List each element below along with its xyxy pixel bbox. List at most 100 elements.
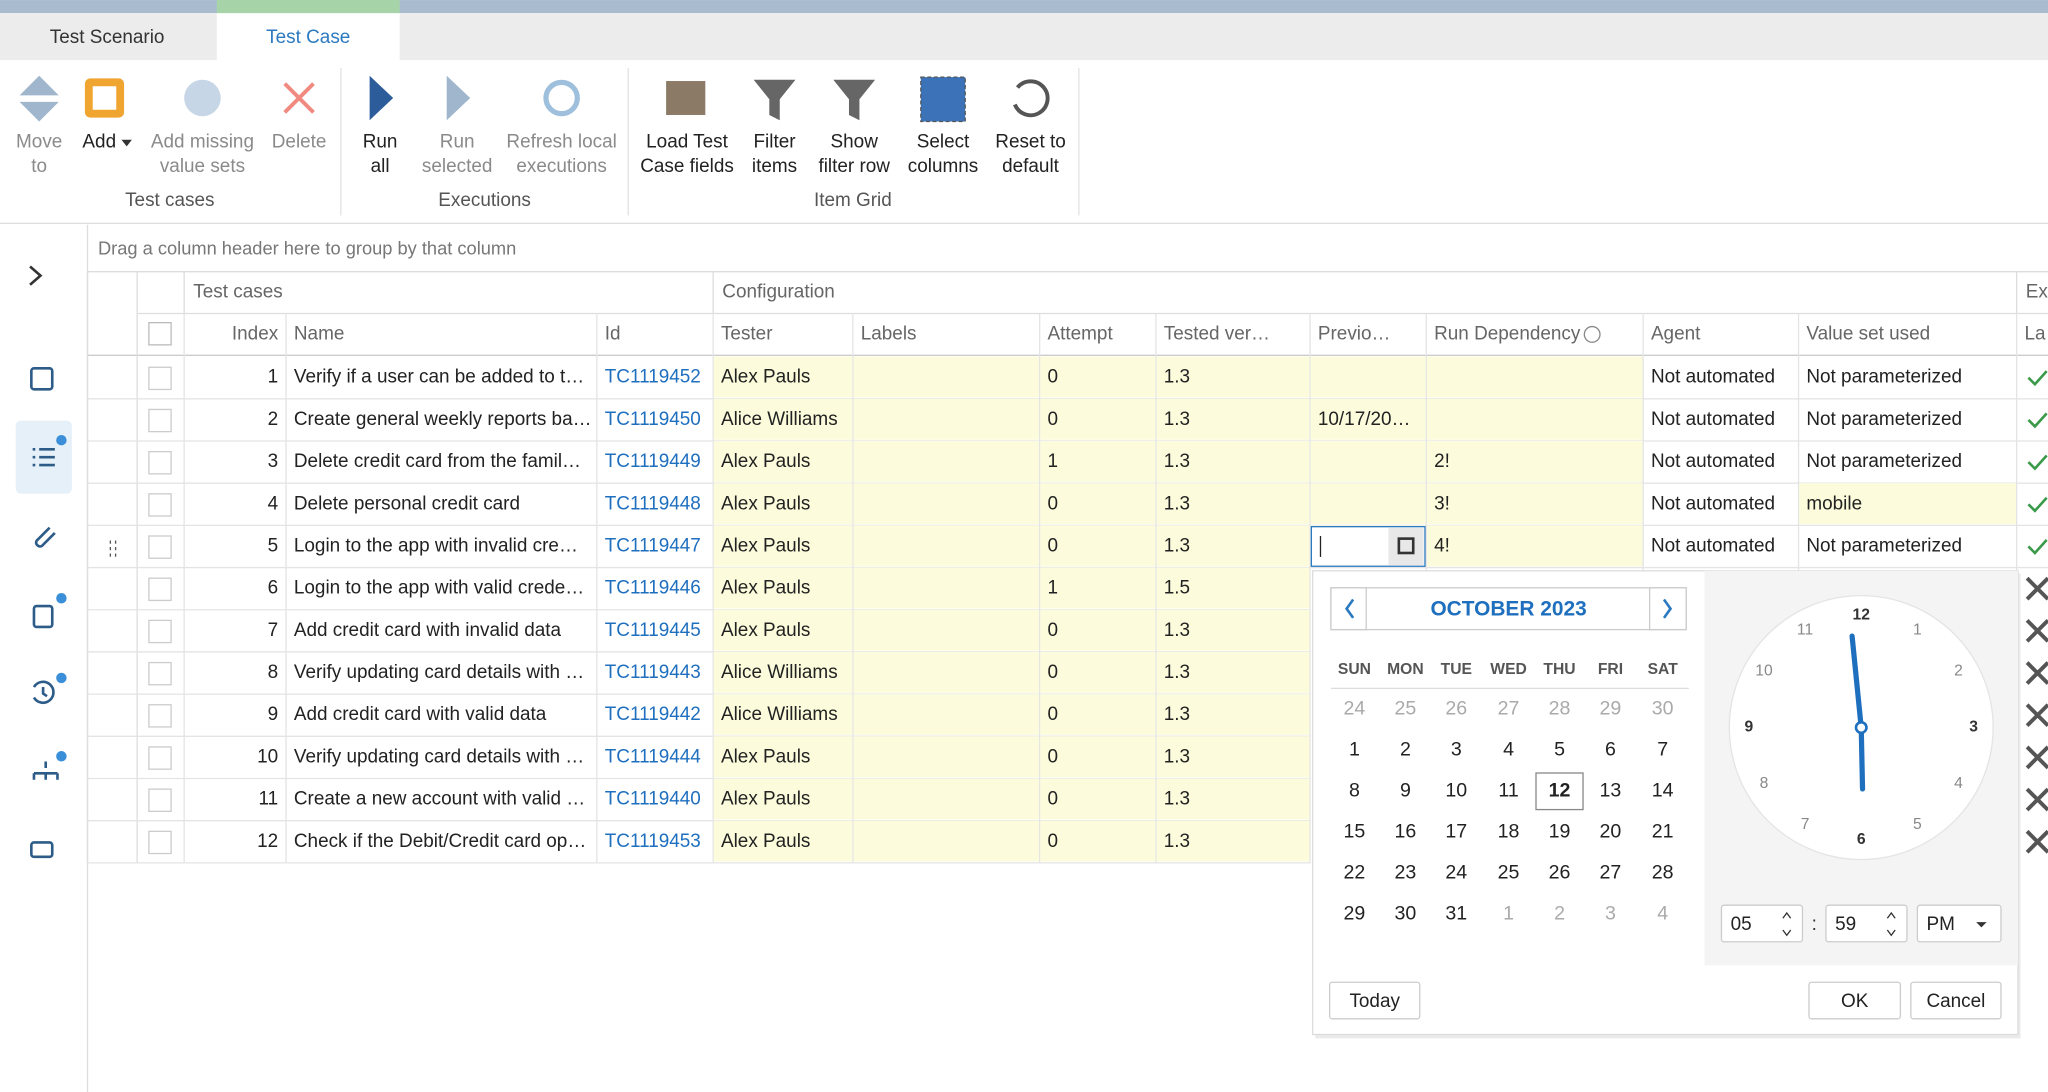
cell[interactable]: TC1119446 [605,578,701,599]
row-checkbox[interactable] [148,493,172,517]
row-checkbox[interactable] [148,408,172,433]
clock-number[interactable]: 10 [1755,663,1773,680]
button-label[interactable]: Case fields [640,156,734,177]
picker-button-label[interactable]: OK [1841,991,1869,1012]
dropdown-arrow[interactable] [121,139,132,147]
day[interactable]: 15 [1344,820,1366,842]
clock-number[interactable]: 2 [1954,663,1963,680]
meridiem-select[interactable] [1916,904,2002,943]
hour-input[interactable] [1720,904,1804,943]
day[interactable]: 6 [1605,738,1616,760]
column-header[interactable]: Previo… [1318,323,1391,344]
day[interactable]: 1 [1349,738,1360,760]
picker-button[interactable] [1808,981,1902,1020]
day[interactable]: 25 [1394,697,1416,719]
day[interactable]: 1 [1503,902,1514,924]
clock-number[interactable]: 12 [1853,606,1871,623]
cell[interactable]: TC1119449 [605,451,701,472]
spinner[interactable] [1886,911,1896,937]
row-checkbox[interactable] [148,366,172,391]
day[interactable]: 24 [1445,861,1467,883]
day[interactable]: 28 [1652,861,1674,883]
column-header[interactable]: Agent [1651,323,1701,344]
column-header[interactable]: Labels [861,323,917,344]
day[interactable]: 12 [1549,779,1571,801]
cell[interactable]: TC1119444 [605,746,701,767]
column-header[interactable]: La [2024,323,2046,344]
day[interactable]: 22 [1344,861,1366,883]
day[interactable]: 19 [1549,820,1571,842]
day[interactable]: 8 [1349,779,1360,801]
column-header[interactable]: Name [294,323,344,344]
day[interactable]: 26 [1549,861,1571,883]
picker-button[interactable] [1910,981,2002,1020]
chat-icon[interactable] [30,841,54,859]
day[interactable]: 26 [1445,697,1467,719]
tab[interactable]: Test Scenario [50,27,165,48]
prev-month[interactable] [1330,587,1367,631]
button-label[interactable]: Refresh local [506,131,616,152]
hour-value[interactable]: 05 [1731,914,1752,935]
column-header[interactable]: Run Dependency [1434,323,1581,344]
clock-number[interactable]: 11 [1797,621,1813,638]
clock-number[interactable]: 5 [1913,816,1922,833]
spinner[interactable] [1782,911,1792,937]
cell[interactable]: TC1119448 [605,493,701,514]
row-checkbox[interactable] [148,450,172,475]
button-label[interactable]: Run [363,131,398,152]
day[interactable]: 20 [1600,820,1622,842]
button-label[interactable]: Filter [753,131,795,152]
cell[interactable]: TC1119453 [605,831,701,852]
column-header[interactable]: Id [605,323,621,344]
day[interactable]: 31 [1445,902,1467,924]
day[interactable]: 29 [1600,697,1622,719]
row-checkbox[interactable] [148,661,172,686]
button-label[interactable]: to [31,156,47,177]
day[interactable]: 27 [1600,861,1622,883]
clock-number[interactable]: 4 [1954,775,1963,792]
day[interactable]: 24 [1344,697,1366,719]
cell[interactable]: TC1119447 [605,535,701,556]
day[interactable]: 27 [1498,697,1520,719]
picker-button[interactable] [1328,981,1421,1020]
cell[interactable]: TC1119452 [605,367,701,388]
day[interactable]: 10 [1445,779,1467,801]
history-icon[interactable] [32,680,55,705]
day[interactable]: 4 [1503,738,1514,760]
day[interactable]: 21 [1652,820,1674,842]
button-label[interactable]: Delete [272,131,327,152]
expand-icon[interactable] [29,265,43,286]
header-checkbox[interactable] [148,321,172,346]
row-checkbox[interactable] [148,619,172,644]
row-checkbox[interactable] [148,746,172,770]
day[interactable]: 18 [1498,820,1520,842]
button-label[interactable]: Load Test [646,131,728,152]
button-label[interactable]: selected [422,156,492,177]
day[interactable]: 17 [1445,820,1467,842]
day[interactable]: 2 [1400,738,1411,760]
cell[interactable]: TC1119442 [605,704,701,725]
day[interactable]: 30 [1652,697,1674,719]
tree-icon[interactable] [32,761,59,780]
button-label[interactable]: value sets [160,156,245,177]
row-checkbox[interactable] [148,535,172,559]
day[interactable]: 3 [1451,738,1462,760]
meridiem-value[interactable]: PM [1927,914,1955,935]
button-label[interactable]: Show [831,131,879,152]
clock-number[interactable]: 9 [1745,719,1754,736]
next-month[interactable] [1648,587,1687,631]
day[interactable]: 13 [1600,779,1622,801]
column-header[interactable]: Value set used [1806,323,1930,344]
button-label[interactable]: Run [440,131,475,152]
help-icon[interactable] [1583,325,1601,343]
day[interactable]: 5 [1554,738,1565,760]
minute-input[interactable] [1825,904,1908,943]
cell[interactable]: TC1119443 [605,662,701,683]
row-checkbox[interactable] [148,577,172,602]
cell[interactable]: TC1119440 [605,789,701,810]
button-label[interactable]: filter row [818,156,890,177]
day[interactable]: 3 [1605,902,1616,924]
day[interactable]: 25 [1498,861,1520,883]
day[interactable]: 30 [1394,902,1416,924]
clipboard-icon[interactable] [32,604,54,629]
